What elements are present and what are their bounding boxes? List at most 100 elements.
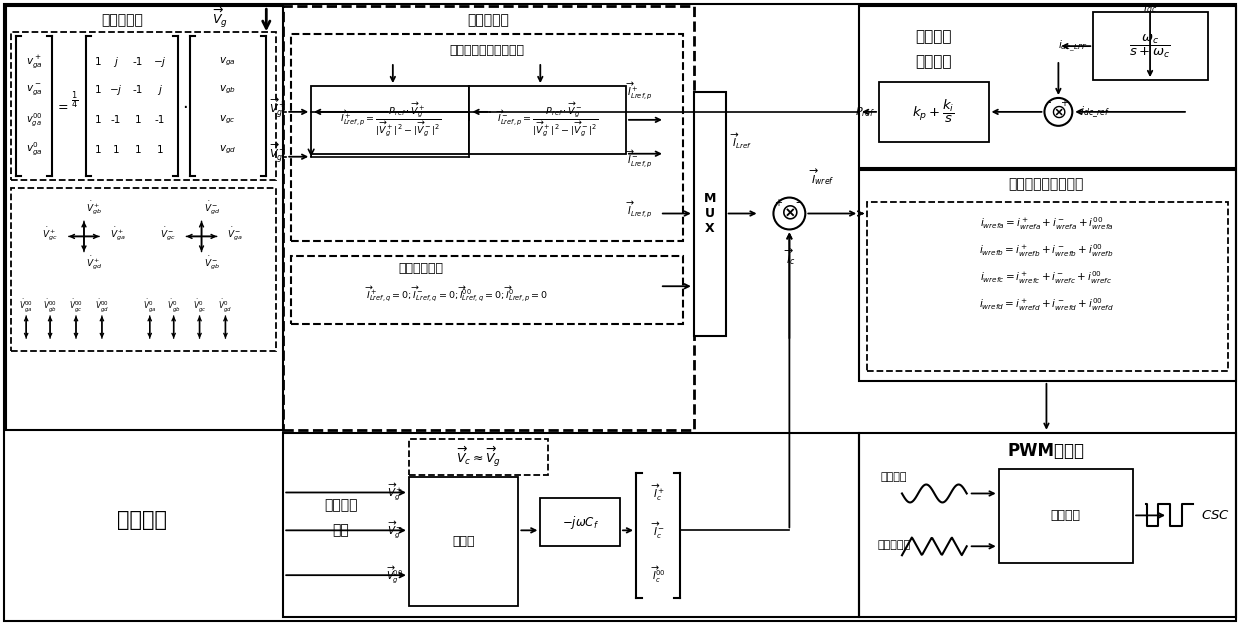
Text: +: + (1060, 98, 1069, 108)
Text: -1: -1 (155, 115, 165, 125)
Text: $\cdot$: $\cdot$ (182, 97, 187, 115)
Text: $i_{dc}$: $i_{dc}$ (1143, 1, 1157, 15)
Text: $\overrightarrow{V}_g^{00}$: $\overrightarrow{V}_g^{00}$ (386, 564, 403, 586)
Text: $\overrightarrow{I}_c^-$: $\overrightarrow{I}_c^-$ (651, 520, 665, 541)
Text: PWM发生器: PWM发生器 (1008, 442, 1085, 460)
Text: $\dot{V}_{gc}^-$: $\dot{V}_{gc}^-$ (160, 226, 176, 243)
Text: $i_{dc\_LPF}$: $i_{dc\_LPF}$ (1059, 39, 1089, 54)
Text: $j$: $j$ (113, 55, 119, 69)
Bar (291, 256, 683, 324)
Text: $\overrightarrow{V}_g^+$: $\overrightarrow{V}_g^+$ (269, 96, 286, 120)
Bar (469, 86, 626, 154)
Text: 1: 1 (94, 145, 102, 155)
Text: $\dot{V}_{gd}^{00}$: $\dot{V}_{gd}^{00}$ (94, 297, 109, 313)
Text: $i_{wrefb}=i_{wrefb}^+ + i_{wrefb}^- + i_{wrefb}^{00}$: $i_{wrefb}=i_{wrefb}^+ + i_{wrefb}^- + i… (980, 242, 1114, 259)
Text: $=$: $=$ (56, 100, 69, 112)
Bar (859, 433, 1236, 617)
Text: $v_{gd}$: $v_{gd}$ (218, 143, 236, 156)
Text: $\otimes$: $\otimes$ (1050, 102, 1066, 121)
Text: $v_{gc}$: $v_{gc}$ (219, 113, 236, 126)
Text: M
U
X: M U X (703, 192, 715, 235)
Text: 1: 1 (156, 145, 162, 155)
Text: 1: 1 (113, 145, 119, 155)
Text: 1: 1 (94, 85, 102, 95)
Text: $P_{ref}$: $P_{ref}$ (854, 105, 875, 119)
Text: $\overrightarrow{I}_{Lref,p}$: $\overrightarrow{I}_{Lref,p}$ (626, 199, 653, 219)
Text: 控制系统: 控制系统 (117, 510, 166, 530)
Text: $\overrightarrow{V}_c\approx\overrightarrow{V}_g$: $\overrightarrow{V}_c\approx\overrightar… (456, 445, 501, 468)
Bar (859, 169, 1236, 381)
Text: 电容电流: 电容电流 (325, 498, 358, 513)
Text: $\dot{V}_{gd}^+$: $\dot{V}_{gd}^+$ (86, 255, 102, 272)
Bar (541, 498, 620, 546)
Text: $\overrightarrow{V}_g$: $\overrightarrow{V}_g$ (212, 6, 227, 31)
Text: $-j\omega C_f$: $-j\omega C_f$ (562, 514, 599, 531)
Text: $v_{ga}^+$: $v_{ga}^+$ (26, 54, 42, 70)
Text: $\overrightarrow{I}_c^{00}$: $\overrightarrow{I}_c^{00}$ (651, 565, 665, 586)
Bar (283, 6, 693, 430)
Text: -1: -1 (133, 85, 143, 95)
Text: +: + (775, 197, 782, 207)
Text: $\dot{V}_{gb}^{0}$: $\dot{V}_{gb}^{0}$ (166, 297, 181, 313)
Bar (409, 439, 548, 475)
Text: 1: 1 (134, 115, 141, 125)
Text: $\overrightarrow{I}_{Lref,p}^+=\dfrac{P_{ref}\cdot\overrightarrow{V}_g^+}{|\over: $\overrightarrow{I}_{Lref,p}^+=\dfrac{P_… (339, 101, 441, 139)
Text: -: - (1047, 97, 1050, 110)
Text: $v_{ga}$: $v_{ga}$ (219, 56, 236, 69)
Bar (409, 477, 518, 606)
Text: $\dot{V}_{gb}^+$: $\dot{V}_{gb}^+$ (86, 200, 102, 217)
Bar (6, 6, 283, 430)
Text: $\dot{V}_{ga}^+$: $\dot{V}_{ga}^+$ (110, 226, 125, 243)
Text: $k_p+\dfrac{k_i}{s}$: $k_p+\dfrac{k_i}{s}$ (913, 98, 955, 125)
Text: 1: 1 (94, 115, 102, 125)
Text: $i_{wrefd}=i_{wrefd}^+ + i_{wrefd}^- + i_{wrefd}^{00}$: $i_{wrefd}=i_{wrefd}^+ + i_{wrefd}^- + i… (978, 296, 1114, 313)
Text: $\dot{V}_{gc}^+$: $\dot{V}_{gc}^+$ (42, 226, 58, 243)
Bar (879, 82, 988, 142)
Text: 补偿: 补偿 (332, 523, 350, 538)
Text: $\overrightarrow{I}_{Lref,q}^+=0;\overrightarrow{I}_{Lref,q}^-=0;\overrightarrow: $\overrightarrow{I}_{Lref,q}^+=0;\overri… (365, 285, 548, 304)
Text: 序分量分解: 序分量分解 (100, 13, 143, 27)
Text: $-j$: $-j$ (153, 55, 166, 69)
Text: $\dot{V}_{gc}^{0}$: $\dot{V}_{gc}^{0}$ (192, 297, 206, 313)
Text: $\overrightarrow{I}_c$: $\overrightarrow{I}_c$ (784, 247, 795, 267)
Text: $\dot{V}_{gb}^-$: $\dot{V}_{gb}^-$ (203, 255, 219, 272)
Text: 序分解: 序分解 (453, 535, 475, 548)
Text: $\overrightarrow{I}_{Lref,p}^+$: $\overrightarrow{I}_{Lref,p}^+$ (626, 82, 653, 103)
Text: $i_{wrefa}=i_{wrefa}^+ + i_{wrefa}^- + i_{wrefa}^{00}$: $i_{wrefa}=i_{wrefa}^+ + i_{wrefa}^- + i… (980, 215, 1114, 232)
Bar (311, 86, 469, 154)
Text: $\dot{V}_{gb}^{00}$: $\dot{V}_{gb}^{00}$ (43, 297, 57, 313)
Text: $j$: $j$ (156, 83, 162, 97)
Text: $i_{dc\_ref}$: $i_{dc\_ref}$ (1080, 104, 1110, 120)
Text: $\dot{V}_{ga}^-$: $\dot{V}_{ga}^-$ (227, 226, 243, 243)
Text: 瞬时有功功率波动抑制: 瞬时有功功率波动抑制 (449, 44, 525, 57)
Text: 双极性载波: 双极性载波 (878, 540, 910, 550)
Bar (11, 188, 277, 351)
Text: $v_{ga}^{00}$: $v_{ga}^{00}$ (26, 111, 42, 128)
Text: $\frac{1}{4}$: $\frac{1}{4}$ (72, 89, 78, 111)
Bar (693, 92, 725, 336)
Text: -1: -1 (110, 115, 122, 125)
Text: $\overrightarrow{V}_g^+$: $\overrightarrow{V}_g^+$ (387, 482, 403, 503)
Text: 1: 1 (94, 57, 102, 67)
Text: $\overrightarrow{V}_g^-$: $\overrightarrow{V}_g^-$ (387, 520, 403, 541)
Text: 电流参考: 电流参考 (880, 472, 908, 482)
Text: 峰值电流抑制: 峰值电流抑制 (398, 262, 443, 275)
Bar (998, 468, 1133, 563)
Text: 调制策略: 调制策略 (1050, 509, 1080, 522)
Bar (867, 202, 1228, 371)
Text: -: - (795, 196, 800, 209)
Text: $\dot{V}_{ga}^{0}$: $\dot{V}_{ga}^{0}$ (143, 297, 156, 313)
Text: $\otimes$: $\otimes$ (780, 204, 799, 224)
Text: $\overrightarrow{I}_{Lref,p}^-$: $\overrightarrow{I}_{Lref,p}^-$ (626, 149, 653, 170)
Text: $\overrightarrow{I}_{wref}$: $\overrightarrow{I}_{wref}$ (810, 167, 835, 186)
Text: $CSC$: $CSC$ (1202, 509, 1230, 522)
Text: $\dot{V}_{gd}^{0}$: $\dot{V}_{gd}^{0}$ (218, 297, 233, 313)
Text: 线电流参考: 线电流参考 (467, 13, 510, 27)
Text: $v_{ga}^-$: $v_{ga}^-$ (26, 83, 42, 97)
Text: 1: 1 (134, 145, 141, 155)
Text: $\overrightarrow{I}_{Lref}$: $\overrightarrow{I}_{Lref}$ (729, 132, 751, 151)
Text: 电流调节: 电流调节 (915, 55, 952, 70)
Text: $v_{gb}$: $v_{gb}$ (219, 83, 236, 96)
Text: 直流母线: 直流母线 (915, 30, 952, 45)
Text: $i_{wrefc}=i_{wrefc}^+ + i_{wrefc}^- + i_{wrefc}^{00}$: $i_{wrefc}=i_{wrefc}^+ + i_{wrefc}^- + i… (981, 269, 1112, 286)
